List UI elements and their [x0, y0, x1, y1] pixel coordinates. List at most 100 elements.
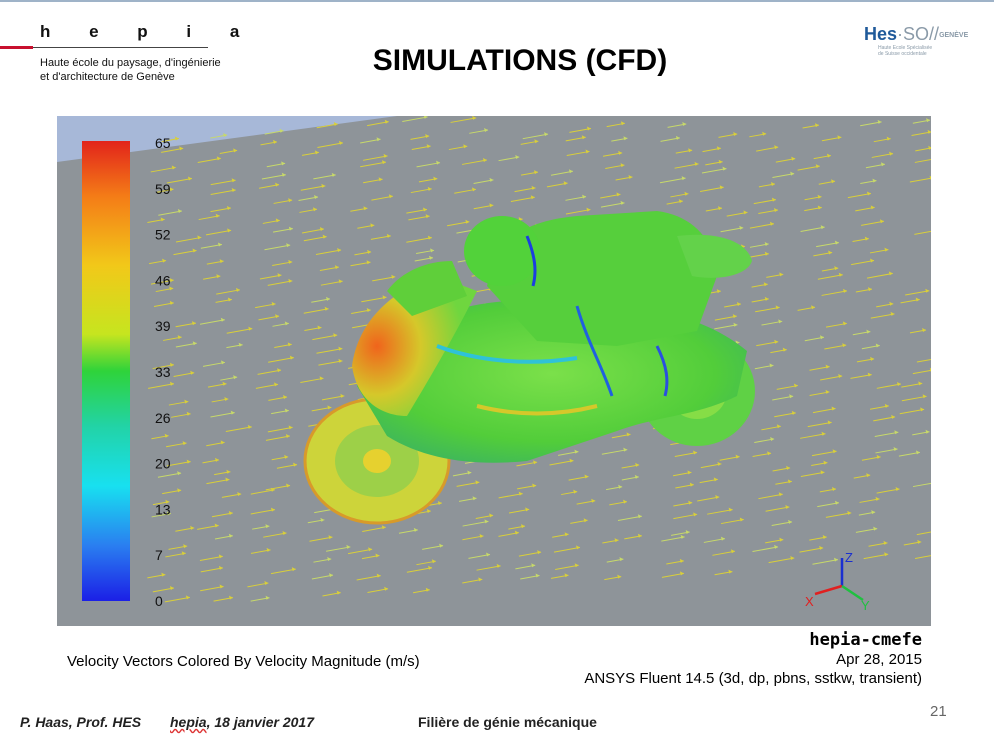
velocity-arrow-head	[338, 279, 343, 284]
velocity-arrow	[360, 138, 381, 144]
velocity-arrow-head	[733, 322, 738, 327]
velocity-arrow	[356, 575, 381, 581]
velocity-arrow-head	[518, 491, 523, 496]
velocity-arrow-head	[376, 137, 381, 142]
y-axis	[841, 584, 864, 602]
velocity-arrow	[250, 489, 275, 495]
velocity-arrow-head	[774, 544, 779, 549]
velocity-arrow	[753, 199, 776, 205]
velocity-arrow-head	[228, 510, 233, 515]
velocity-arrow-head	[786, 465, 791, 470]
velocity-arrow	[771, 521, 793, 527]
velocity-arrow-head	[842, 321, 847, 326]
velocity-arrow-head	[227, 228, 232, 233]
velocity-arrow-head	[220, 360, 225, 365]
velocity-arrow	[565, 209, 591, 215]
velocity-arrow	[550, 170, 573, 176]
velocity-arrow	[362, 526, 386, 532]
velocity-arrow	[267, 280, 293, 286]
velocity-arrow-head	[264, 581, 269, 586]
velocity-arrow-head	[187, 176, 192, 181]
velocity-arrow-head	[837, 135, 842, 140]
velocity-arrow	[765, 506, 790, 512]
velocity-arrow-head	[287, 342, 292, 347]
velocity-arrow-head	[378, 177, 383, 182]
velocity-arrow	[166, 177, 193, 184]
velocity-arrow-head	[616, 192, 621, 197]
velocity-arrow-head	[866, 191, 871, 196]
velocity-arrow	[264, 244, 291, 251]
velocity-arrow-head	[286, 483, 291, 488]
velocity-arrow-head	[716, 289, 721, 294]
velocity-arrow	[200, 586, 224, 592]
velocity-arrow	[255, 303, 276, 309]
velocity-arrow-head	[778, 319, 783, 324]
velocity-arrow-head	[284, 321, 289, 326]
velocity-arrow-head	[739, 517, 744, 522]
velocity-arrow-head	[233, 375, 238, 380]
velocity-arrow-head	[634, 474, 639, 479]
velocity-arrow-head	[679, 571, 684, 576]
velocity-arrow	[522, 133, 549, 140]
velocity-arrow-head	[771, 197, 776, 202]
velocity-arrow-head	[728, 569, 733, 574]
velocity-arrow-head	[423, 116, 428, 119]
velocity-arrow-head	[889, 151, 894, 156]
velocity-arrow-head	[773, 207, 778, 212]
velocity-arrow-head	[320, 517, 325, 522]
velocity-arrow	[755, 306, 780, 313]
velocity-arrow-head	[288, 259, 293, 264]
velocity-arrow-head	[791, 410, 796, 415]
velocity-arrow-head	[190, 525, 195, 530]
velocity-arrow-head	[376, 573, 381, 578]
velocity-arrow-head	[333, 333, 338, 338]
velocity-arrow	[726, 211, 748, 217]
velocity-arrow-head	[568, 169, 573, 174]
velocity-arrow	[265, 485, 291, 491]
velocity-arrow	[661, 536, 685, 542]
velocity-arrow	[361, 296, 387, 303]
velocity-arrow	[226, 328, 253, 334]
velocity-arrow-head	[717, 206, 722, 211]
velocity-arrow-head	[715, 495, 720, 500]
velocity-arrow	[320, 280, 343, 286]
velocity-arrow-head	[819, 545, 824, 550]
velocity-arrow-head	[381, 160, 386, 165]
velocity-arrow-head	[471, 187, 476, 192]
velocity-arrow-head	[891, 414, 896, 419]
velocity-arrow	[406, 567, 433, 573]
velocity-arrow	[914, 230, 931, 235]
velocity-arrow	[756, 341, 779, 347]
velocity-arrow-head	[827, 420, 832, 425]
velocity-arrow-head	[834, 266, 839, 271]
velocity-arrow-head	[472, 496, 477, 501]
velocity-arrow	[360, 161, 387, 168]
velocity-arrow	[454, 188, 477, 194]
velocity-arrow-head	[169, 586, 174, 591]
velocity-arrow	[476, 565, 501, 571]
velocity-arrow-head	[871, 510, 876, 515]
velocity-arrow-head	[533, 170, 538, 175]
velocity-arrow	[701, 168, 727, 174]
velocity-arrow	[317, 142, 344, 148]
velocity-arrow-head	[819, 335, 824, 340]
velocity-arrow-head	[179, 146, 184, 151]
velocity-arrow-head	[739, 225, 744, 230]
velocity-arrow-head	[834, 500, 839, 505]
velocity-arrow-head	[272, 139, 277, 144]
velocity-arrow	[150, 166, 176, 173]
velocity-arrow	[514, 187, 536, 193]
velocity-arrow-head	[894, 430, 899, 435]
velocity-arrow-head	[620, 121, 625, 126]
velocity-arrow-head	[340, 393, 345, 398]
velocity-arrow-head	[574, 449, 579, 454]
windscreen	[387, 261, 467, 316]
velocity-arrow	[861, 220, 884, 226]
velocity-arrow-head	[870, 205, 875, 210]
velocity-arrow-head	[197, 235, 202, 240]
velocity-arrow-head	[463, 144, 468, 149]
color-bar-tick-label: 26	[155, 410, 171, 426]
velocity-arrow	[518, 551, 542, 557]
velocity-arrow-head	[826, 153, 831, 158]
velocity-arrow-head	[925, 288, 930, 293]
